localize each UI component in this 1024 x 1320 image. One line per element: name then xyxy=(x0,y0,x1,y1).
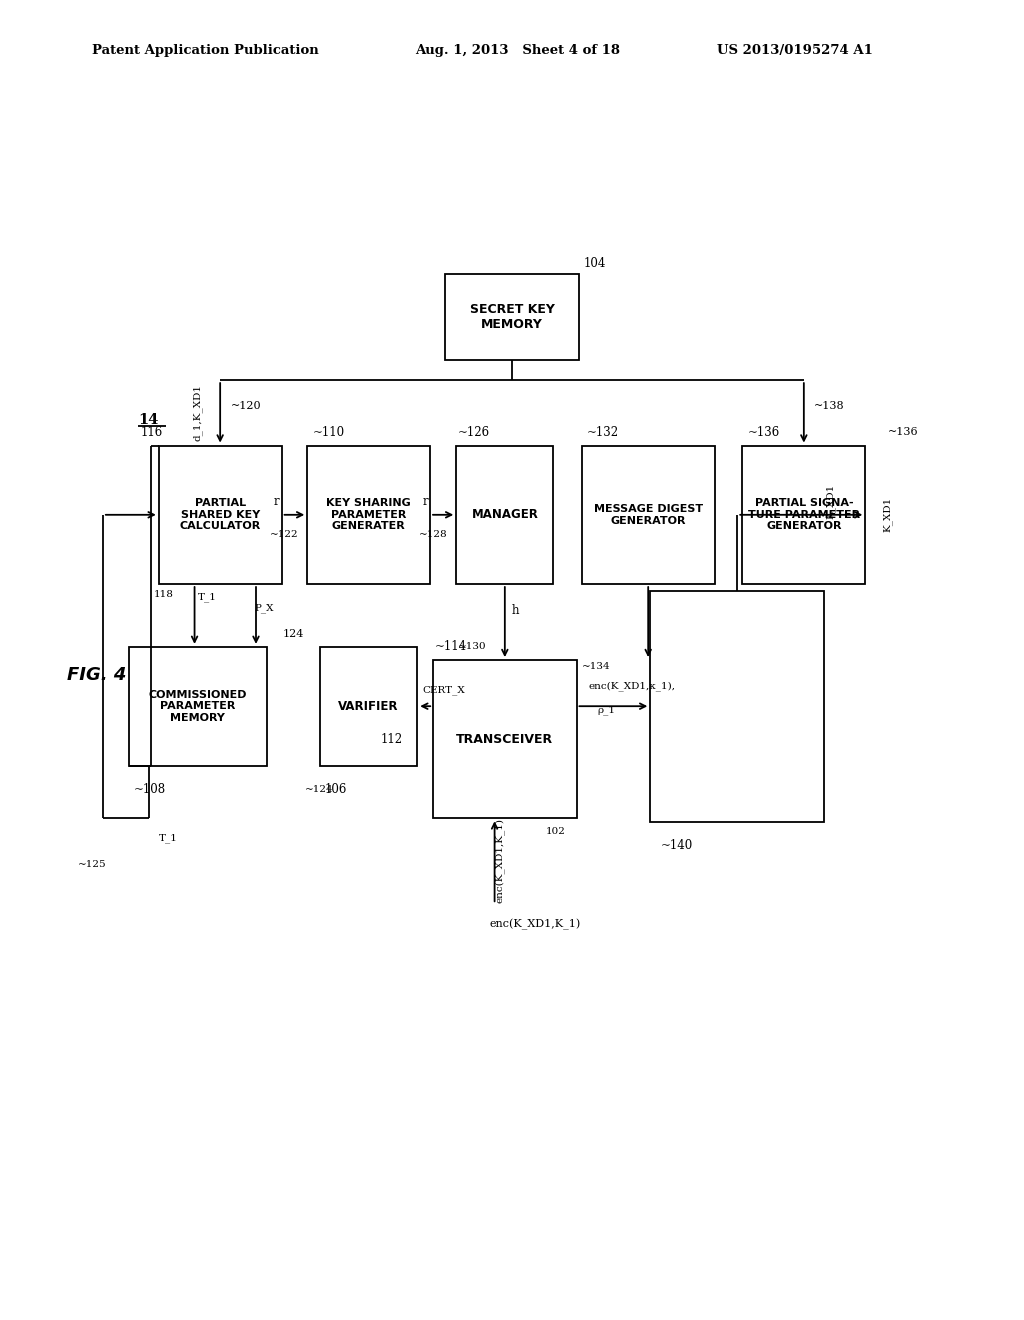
Text: CERT_X: CERT_X xyxy=(422,685,465,696)
Text: 118: 118 xyxy=(154,590,174,599)
Text: enc(K_XD1,K_1): enc(K_XD1,K_1) xyxy=(495,818,505,903)
Text: KEY SHARING
PARAMETER
GENERATER: KEY SHARING PARAMETER GENERATER xyxy=(327,498,411,532)
FancyBboxPatch shape xyxy=(433,660,577,818)
Text: r: r xyxy=(423,495,428,508)
Text: SECRET KEY
MEMORY: SECRET KEY MEMORY xyxy=(470,302,554,331)
Text: FIG. 4: FIG. 4 xyxy=(67,665,126,684)
Text: ~130: ~130 xyxy=(458,643,486,651)
Text: ~138: ~138 xyxy=(814,401,845,412)
Text: r: r xyxy=(273,495,280,508)
Text: ~128: ~128 xyxy=(420,531,447,539)
Text: ρ_1: ρ_1 xyxy=(597,705,615,715)
Text: TRANSCEIVER: TRANSCEIVER xyxy=(457,733,553,746)
Text: 124: 124 xyxy=(283,628,304,639)
Text: enc(K_XD1,K_1): enc(K_XD1,K_1) xyxy=(489,919,582,929)
FancyBboxPatch shape xyxy=(650,591,824,821)
Text: ~136: ~136 xyxy=(888,428,919,437)
Text: ~140: ~140 xyxy=(660,840,692,851)
Text: 14: 14 xyxy=(138,413,159,426)
Text: P_X: P_X xyxy=(254,603,274,612)
Text: PARTIAL SIGNA-
TURE PARAMETER
GENERATOR: PARTIAL SIGNA- TURE PARAMETER GENERATOR xyxy=(748,498,860,532)
Text: T_1: T_1 xyxy=(198,593,216,602)
Text: Patent Application Publication: Patent Application Publication xyxy=(92,44,318,57)
Text: ~124: ~124 xyxy=(305,785,333,793)
FancyBboxPatch shape xyxy=(129,647,266,766)
Text: 112: 112 xyxy=(380,733,402,746)
Text: T_1: T_1 xyxy=(160,833,178,843)
Text: ~108: ~108 xyxy=(133,783,166,796)
Text: VARIFIER: VARIFIER xyxy=(338,700,399,713)
FancyBboxPatch shape xyxy=(307,446,430,583)
Text: h: h xyxy=(511,605,519,616)
Text: PARTIAL
SHARED KEY
CALCULATOR: PARTIAL SHARED KEY CALCULATOR xyxy=(179,498,261,532)
Text: MANAGER: MANAGER xyxy=(471,508,539,521)
FancyBboxPatch shape xyxy=(445,275,579,359)
Text: K_XD1: K_XD1 xyxy=(825,484,836,519)
FancyBboxPatch shape xyxy=(742,446,865,583)
Text: 102: 102 xyxy=(546,828,565,836)
Text: ~122: ~122 xyxy=(270,531,299,539)
Text: K_XD1: K_XD1 xyxy=(883,498,893,532)
Text: ~126: ~126 xyxy=(459,426,490,438)
Text: ~120: ~120 xyxy=(230,401,261,412)
Text: US 2013/0195274 A1: US 2013/0195274 A1 xyxy=(717,44,872,57)
Text: d_1,K_XD1: d_1,K_XD1 xyxy=(193,384,203,441)
Text: ~114: ~114 xyxy=(435,640,467,653)
Text: 116: 116 xyxy=(140,426,163,438)
FancyBboxPatch shape xyxy=(319,647,418,766)
Text: enc(K_XD1,κ_1),: enc(K_XD1,κ_1), xyxy=(589,681,676,692)
Text: ~125: ~125 xyxy=(79,861,106,869)
Text: Aug. 1, 2013   Sheet 4 of 18: Aug. 1, 2013 Sheet 4 of 18 xyxy=(415,44,620,57)
Text: ~110: ~110 xyxy=(312,426,344,438)
Text: ~134: ~134 xyxy=(582,663,610,671)
Text: ~132: ~132 xyxy=(587,426,618,438)
Text: ~136: ~136 xyxy=(748,426,779,438)
Text: COMMISSIONED
PARAMETER
MEMORY: COMMISSIONED PARAMETER MEMORY xyxy=(148,689,247,723)
FancyBboxPatch shape xyxy=(159,446,282,583)
FancyBboxPatch shape xyxy=(582,446,715,583)
FancyBboxPatch shape xyxy=(457,446,553,583)
Text: 104: 104 xyxy=(584,257,606,269)
Text: MESSAGE DIGEST
GENERATOR: MESSAGE DIGEST GENERATOR xyxy=(594,504,702,525)
Text: 106: 106 xyxy=(326,783,347,796)
